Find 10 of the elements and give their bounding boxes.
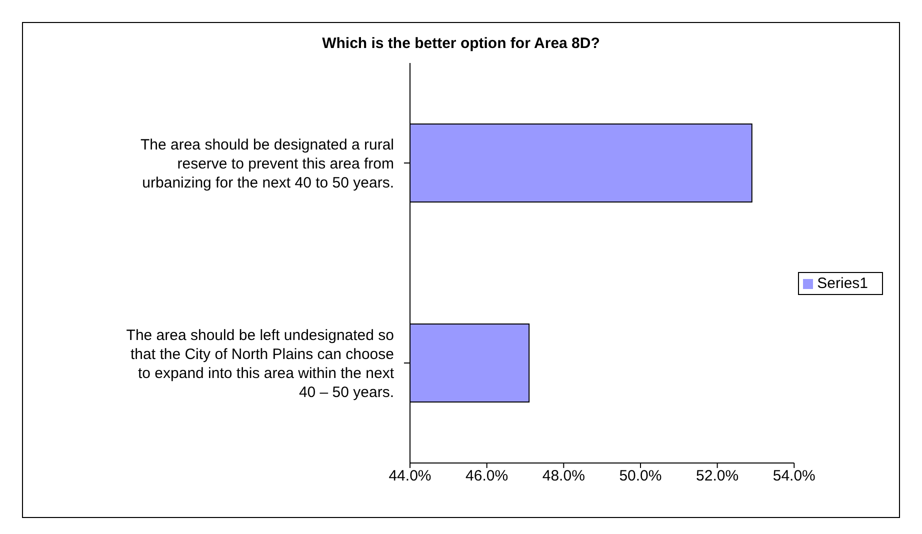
x-tick-label: 54.0% <box>772 468 816 485</box>
chart-title: Which is the better option for Area 8D? <box>321 35 601 52</box>
legend-label: Series1 <box>817 274 868 292</box>
y-tick-label: The area should be designated a rural reserve to prevent this area from urbanizing for the next 40 to 50 years. <box>140 136 394 192</box>
x-tick-label: 48.0% <box>542 468 585 485</box>
x-tick-label: 44.0% <box>388 468 432 485</box>
x-tick-label: 52.0% <box>696 468 739 485</box>
x-tick-label: 46.0% <box>466 468 508 485</box>
x-tick-label: 50.0% <box>619 468 662 485</box>
y-tick-label: The area should be left undesignated so that the City of North Plains can choose to expand into this area within the next 40 – 50 years. <box>126 326 395 401</box>
